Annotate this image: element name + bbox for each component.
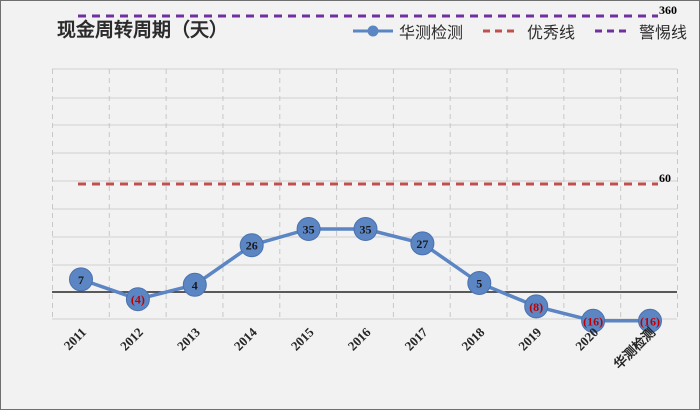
x-axis-tick-label: 2018 bbox=[458, 324, 487, 353]
data-point-marker bbox=[638, 308, 662, 333]
data-value-label: 7 bbox=[78, 273, 84, 287]
data-value-label: 27 bbox=[416, 237, 428, 251]
x-axis-tick-label: 2011 bbox=[61, 325, 89, 353]
data-value-label: 5 bbox=[476, 277, 482, 291]
data-point-marker bbox=[69, 267, 93, 292]
legend-series-swatch bbox=[353, 25, 393, 37]
legend-excellent-swatch bbox=[483, 29, 520, 33]
data-value-label: (4) bbox=[131, 293, 145, 307]
legend-item-excellent-line: 优秀线 bbox=[481, 19, 575, 43]
data-point-marker bbox=[353, 217, 378, 241]
x-axis-tick-label: 2017 bbox=[402, 324, 431, 353]
data-point-marker bbox=[182, 272, 207, 297]
legend-item-warning-line: 警惕线 bbox=[593, 19, 687, 43]
data-point-marker bbox=[581, 308, 606, 333]
data-value-label: 26 bbox=[246, 239, 258, 253]
data-point-marker bbox=[410, 231, 435, 256]
data-point-marker bbox=[467, 271, 492, 295]
data-point-marker bbox=[125, 287, 150, 312]
data-value-label: (16) bbox=[640, 314, 660, 328]
legend-series-label: 华测检测 bbox=[399, 23, 464, 42]
excellent-line-value-label: 60 bbox=[659, 171, 671, 185]
warning-line-value-label: 360 bbox=[659, 3, 677, 17]
chart-title: 现金周转周期（天） bbox=[57, 19, 229, 41]
legend-warning-swatch bbox=[595, 29, 632, 33]
data-value-label: (16) bbox=[583, 314, 603, 328]
x-axis-tick-label: 2012 bbox=[117, 325, 146, 354]
data-value-label: 35 bbox=[303, 223, 315, 237]
x-axis-tick-label: 2016 bbox=[345, 324, 374, 353]
x-axis-tick-label: 华测检测 bbox=[611, 325, 658, 372]
legend-item-series: 华测检测 bbox=[353, 19, 463, 43]
data-point-marker bbox=[296, 217, 321, 241]
data-point-marker bbox=[524, 294, 549, 319]
data-value-label: (8) bbox=[529, 300, 543, 314]
data-value-label: 4 bbox=[192, 278, 198, 292]
legend-warning-label: 警惕线 bbox=[639, 23, 688, 42]
data-point-marker bbox=[239, 233, 264, 258]
x-axis-tick-label: 2014 bbox=[231, 324, 260, 353]
x-axis-tick-label: 2013 bbox=[174, 324, 203, 353]
x-axis-tick-label: 2015 bbox=[288, 324, 317, 353]
x-axis-tick-label: 2019 bbox=[515, 324, 544, 353]
data-value-label: 35 bbox=[360, 223, 372, 237]
legend-excellent-label: 优秀线 bbox=[527, 23, 576, 42]
chart-legend: 华测检测 优秀线 警惕线 bbox=[353, 19, 687, 43]
